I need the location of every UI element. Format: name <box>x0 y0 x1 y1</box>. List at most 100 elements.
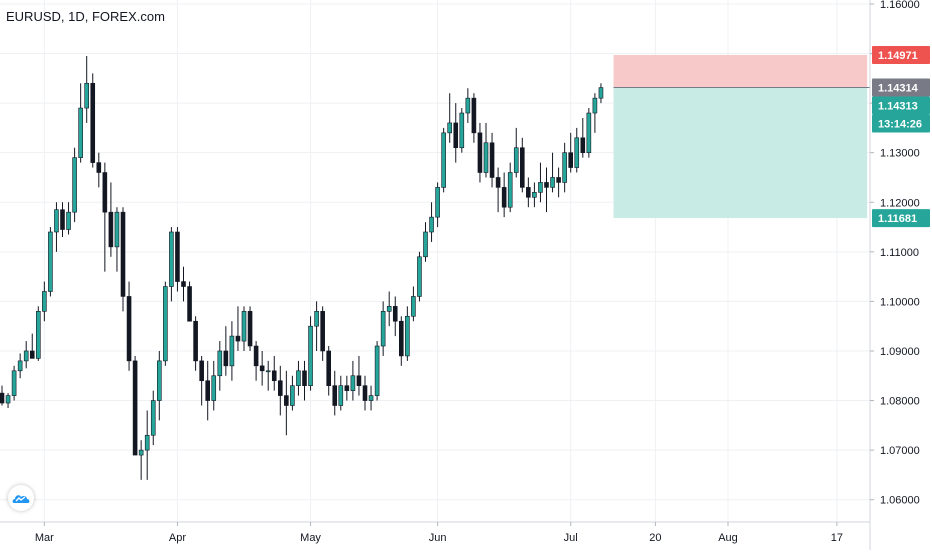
candle-body <box>284 395 289 406</box>
candle-body <box>562 152 567 183</box>
candle-body <box>544 182 549 188</box>
candle-body <box>392 306 398 322</box>
candle-body <box>78 107 83 158</box>
countdown-label: 13:14:26 <box>878 119 922 131</box>
candle-body <box>489 142 495 178</box>
symbol-title: EURUSD, 1D, FOREX.com <box>6 9 165 24</box>
y-tick-label: 1.06000 <box>880 495 920 507</box>
y-tick-label: 1.10000 <box>880 296 920 308</box>
candle-body <box>538 182 543 193</box>
x-tick-label: Apr <box>169 532 186 544</box>
candle-body <box>157 360 162 401</box>
candle-body <box>519 147 525 188</box>
candle-body <box>429 216 434 233</box>
candle-body <box>181 281 186 287</box>
candle-body <box>356 375 362 386</box>
candle-body <box>465 97 471 114</box>
candle-body <box>398 320 404 357</box>
candle-body <box>380 311 386 347</box>
candle-body <box>126 296 132 362</box>
y-tick-label: 1.08000 <box>880 396 920 408</box>
candle-body <box>501 187 507 208</box>
candle-body <box>199 360 204 382</box>
candle-body <box>223 350 229 367</box>
target-price-tag <box>872 209 930 228</box>
candle-body <box>574 137 580 168</box>
candle-body <box>453 122 459 149</box>
candle-body <box>477 132 483 173</box>
y-tick-label: 1.13000 <box>880 148 920 160</box>
x-tick-label: Aug <box>718 532 738 544</box>
candle-body <box>72 157 77 213</box>
candle-body <box>435 187 440 218</box>
candle-body <box>459 112 465 149</box>
candle-body <box>205 380 210 401</box>
candle-body <box>114 211 120 248</box>
candlestick-series <box>0 56 604 480</box>
candle-body <box>66 211 71 230</box>
price-axis[interactable]: 1.160001.150001.140001.130001.120001.110… <box>870 0 920 507</box>
candle-body <box>193 320 198 362</box>
stop-price-tag <box>872 45 930 64</box>
candle-body <box>441 132 446 188</box>
candle-body <box>592 97 598 114</box>
x-tick-label: Mar <box>35 532 54 544</box>
candle-body <box>96 162 102 173</box>
candle-body <box>598 87 604 99</box>
candle-body <box>386 306 392 312</box>
candle-body <box>259 365 265 372</box>
candle-body <box>247 311 253 347</box>
candle-body <box>277 380 283 396</box>
candle-body <box>344 385 350 391</box>
candle-body <box>513 147 519 173</box>
target-price-label: 1.11681 <box>878 213 917 225</box>
candle-body <box>229 335 235 367</box>
y-tick-label: 1.16000 <box>880 0 920 11</box>
candle-body <box>169 231 174 287</box>
candle-body <box>338 385 344 406</box>
candle-body <box>447 122 453 134</box>
candle-body <box>290 385 295 406</box>
candle-body <box>90 82 96 163</box>
candle-body <box>320 311 325 352</box>
candle-body <box>138 449 144 456</box>
candle-body <box>102 172 108 213</box>
y-tick-label: 1.11000 <box>880 247 919 259</box>
candle-body <box>120 211 126 297</box>
tradingview-logo[interactable] <box>8 485 34 511</box>
entry-price-tag <box>872 78 930 97</box>
grid-lines <box>0 0 870 522</box>
candle-body <box>302 370 307 386</box>
x-tick-label: 20 <box>649 532 661 544</box>
entry-price-label: 1.14314 <box>878 83 919 95</box>
candle-body <box>42 291 47 312</box>
current-price-label: 1.14313 <box>878 101 918 113</box>
candle-body <box>526 187 531 198</box>
candle-body <box>568 152 574 168</box>
candle-body <box>532 192 537 198</box>
candle-body <box>60 209 65 230</box>
current-price-tag <box>872 96 930 115</box>
candle-body <box>235 335 241 342</box>
time-axis[interactable]: Mar Apr May Jun Jul 20 Aug 17 <box>35 522 843 544</box>
candle-body <box>187 286 192 322</box>
candle-body <box>265 370 271 373</box>
candle-body <box>48 231 53 292</box>
candle-body <box>35 311 41 359</box>
candle-body <box>411 296 416 317</box>
candle-body <box>550 177 555 188</box>
candle-body <box>586 112 592 153</box>
candle-body <box>483 142 489 173</box>
long-position-tool[interactable] <box>613 54 870 219</box>
countdown-tag <box>872 114 930 133</box>
candle-body <box>368 395 374 401</box>
candle-body <box>308 325 313 386</box>
candle-body <box>84 82 89 109</box>
candle-body <box>150 400 156 436</box>
candle-body <box>253 345 259 367</box>
candle-body <box>296 370 301 386</box>
candle-body <box>211 375 217 401</box>
tradingview-cloud-icon <box>12 495 30 503</box>
